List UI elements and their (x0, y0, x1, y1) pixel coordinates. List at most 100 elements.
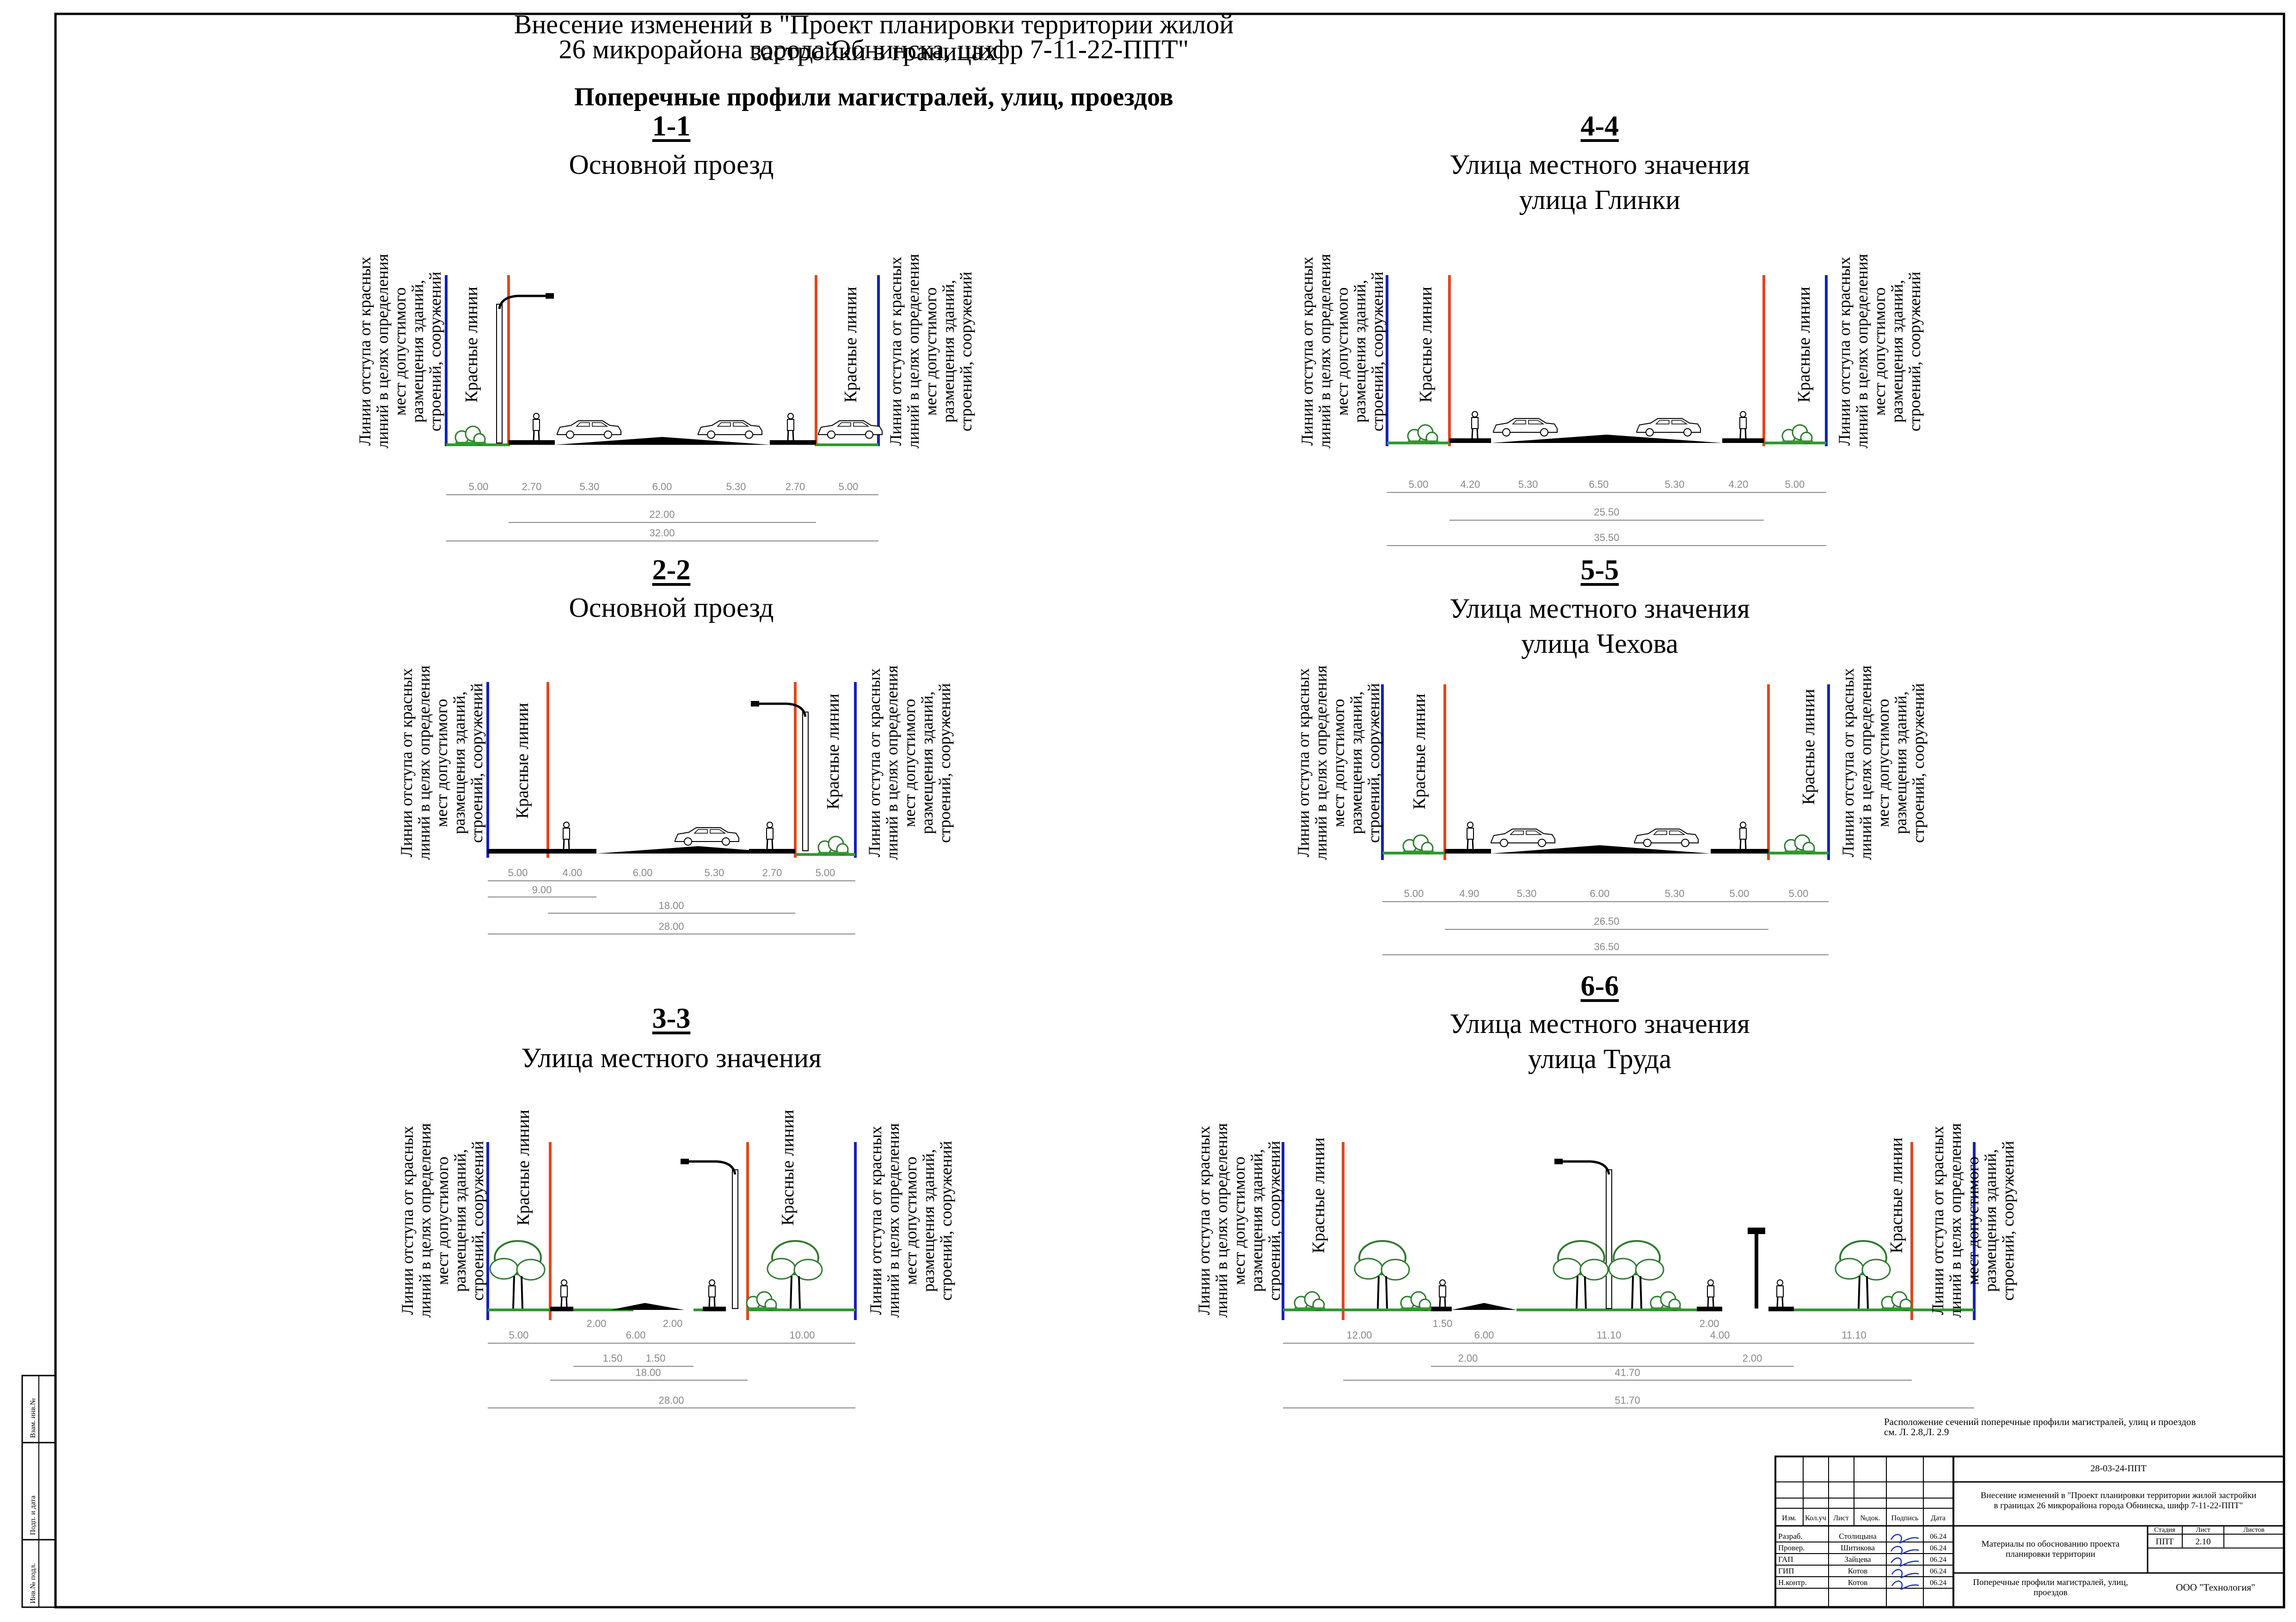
stamp-date: 06.24 (1930, 1556, 1946, 1564)
dim-value: 41.70 (1615, 1367, 1640, 1378)
stamp-role: ГАП (1778, 1555, 1793, 1564)
dim-value: 5.00 (508, 867, 528, 879)
dim-value: 5.30 (1517, 888, 1537, 899)
stamp-sheets-header: Листов (2243, 1526, 2265, 1534)
profile-6-6-name-line2: улица Труда (1528, 1044, 1672, 1074)
stamp-materials-line1: Материалы по обоснованию проекта (1982, 1539, 2120, 1549)
profile-6-6-dims: 12.00 1.50 6.00 11.10 2.00 4.00 11.10 2.… (1346, 1318, 1866, 1406)
dim-value: 11.10 (1842, 1329, 1866, 1341)
profile-4-4-name-line2: улица Глинки (1519, 184, 1681, 215)
dim-value: 4.20 (1461, 479, 1480, 490)
red-lines-label: Красные линии (823, 694, 843, 810)
setback-label: Линии отступа от красных линий в целях о… (886, 254, 975, 449)
dim-value: 2.70 (522, 481, 542, 492)
stamp-col-data: Дата (1931, 1514, 1946, 1522)
stamp-company: ООО "Технология" (2176, 1582, 2255, 1593)
profile-3-3-name: Улица местного значения (521, 1043, 822, 1073)
dim-value: 6.00 (633, 867, 653, 879)
sheet-subtitle: Поперечные профили магистралей, улиц, пр… (574, 83, 1173, 111)
dim-value: 6.00 (1474, 1329, 1494, 1341)
dim-value: 12.00 (1346, 1329, 1372, 1341)
profile-5-5-dims: 5.00 4.90 5.30 6.00 5.30 5.00 5.00 26.50… (1404, 888, 1809, 952)
dim-value: 28.00 (658, 1395, 684, 1406)
red-lines-label: Красные линии (1799, 689, 1818, 805)
dim-value: 51.70 (1615, 1395, 1640, 1406)
left-strip-label-3: Инв.№ подл. (29, 1563, 37, 1604)
profile-4-4-number: 4-4 (1580, 111, 1619, 142)
stamp-role: Разраб. (1778, 1532, 1803, 1541)
dim-value: 5.00 (1730, 888, 1750, 899)
sheet-title-line1: Внесение изменений в "Проект планировки … (514, 9, 1234, 66)
dim-value: 2.70 (786, 481, 805, 492)
stamp-project-line2: в границах 26 микрорайона города Обнинск… (1994, 1501, 2243, 1511)
profile-6-6-number: 6-6 (1580, 971, 1619, 1002)
dim-value: 5.00 (469, 481, 489, 492)
stamp-col-kolych: Кол.уч (1805, 1514, 1826, 1522)
dim-value: 5.00 (509, 1329, 529, 1341)
red-lines-label: Красные линии (514, 1110, 533, 1226)
profile-4-4-name-line1: Улица местного значения (1449, 149, 1750, 180)
dim-value: 6.50 (1589, 479, 1609, 490)
red-lines-label: Красные линии (1410, 694, 1429, 810)
red-lines-label: Красные линии (1887, 1137, 1906, 1253)
red-lines-label: Красные линии (462, 287, 481, 403)
dim-value: 18.00 (635, 1367, 661, 1378)
dim-value: 32.00 (649, 527, 675, 539)
stamp-stage: ППТ (2155, 1537, 2173, 1547)
profile-1-1-number: 1-1 (652, 111, 691, 142)
dim-value: 2.00 (587, 1318, 607, 1329)
dim-value: 5.00 (1785, 479, 1805, 490)
stamp-col-izm: Изм. (1782, 1514, 1797, 1522)
setback-label: Линии отступа от красных линий в целях о… (1839, 665, 1928, 860)
dim-value: 10.00 (789, 1329, 815, 1341)
dim-value: 2.00 (1743, 1352, 1762, 1364)
dim-value: 4.90 (1460, 888, 1480, 899)
stamp-date: 06.24 (1930, 1567, 1946, 1575)
dim-value: 1.50 (603, 1352, 623, 1364)
profile-5-5-name-line1: Улица местного значения (1449, 593, 1750, 624)
setback-label: Линии отступа от красных линий в целях о… (866, 1123, 955, 1318)
stamp-date: 06.24 (1930, 1579, 1946, 1587)
stamp-sheet: 2.10 (2195, 1537, 2210, 1547)
stamp-role: Провер. (1778, 1543, 1805, 1552)
dim-value: 2.00 (663, 1318, 683, 1329)
dim-value: 18.00 (658, 900, 684, 911)
dim-value: 6.00 (626, 1329, 646, 1341)
red-lines-label: Красные линии (1416, 287, 1436, 403)
setback-label: Линии отступа от красных линий в целях о… (1928, 1123, 2017, 1318)
stamp-col-ndok: №док. (1860, 1514, 1880, 1522)
left-strip: Взам. инв.№ Подп. и дата Инв.№ подл. (21, 1375, 56, 1608)
red-lines-label: Красные линии (513, 703, 532, 819)
dim-value: 4.00 (563, 867, 583, 879)
dim-value: 5.00 (839, 481, 859, 492)
signature-mark (1890, 1534, 1919, 1590)
stamp-code: 28-03-24-ППТ (2090, 1463, 2146, 1474)
dim-value: 5.30 (1665, 479, 1685, 490)
stamp-materials-line2: планировки территории (2006, 1549, 2095, 1559)
sections-location-note-line1: Расположение сечений поперечные профили … (1884, 1416, 2196, 1427)
stamp-name: Шитикова (1841, 1543, 1875, 1552)
dim-value: 5.30 (705, 867, 724, 879)
dim-value: 26.50 (1594, 915, 1619, 927)
stamp-col-list: Лист (1833, 1514, 1849, 1522)
stamp-date: 06.24 (1930, 1544, 1946, 1552)
profile-6-6-drawing (1282, 1142, 1976, 1320)
red-lines-label: Красные линии (1309, 1137, 1328, 1253)
dim-value: 5.00 (1404, 888, 1424, 899)
profile-2-2-number: 2-2 (652, 554, 691, 586)
dim-value: 5.00 (816, 867, 835, 879)
left-strip-label-2: Подп. и дата (29, 1496, 37, 1535)
stamp-date: 06.24 (1930, 1533, 1946, 1541)
stamp-sheet-header: Лист (2196, 1526, 2210, 1534)
profile-3-3-drawing (486, 1142, 857, 1320)
stamp-project-line1: Внесение изменений в "Проект планировки … (1981, 1491, 2256, 1500)
setback-label: Линии отступа от красных линий в целях о… (1294, 665, 1383, 860)
profile-2-2-drawing (486, 682, 857, 858)
profile-5-5-name-line2: улица Чехова (1521, 628, 1678, 659)
setback-label: Линии отступа от красных линий в целях о… (865, 665, 954, 860)
dim-value: 5.30 (1665, 888, 1685, 899)
title-block (1774, 1456, 2285, 1608)
title-block-text: 28-03-24-ППТ Внесение изменений в "Проек… (1778, 1463, 2265, 1597)
dim-value: 2.00 (1458, 1352, 1478, 1364)
